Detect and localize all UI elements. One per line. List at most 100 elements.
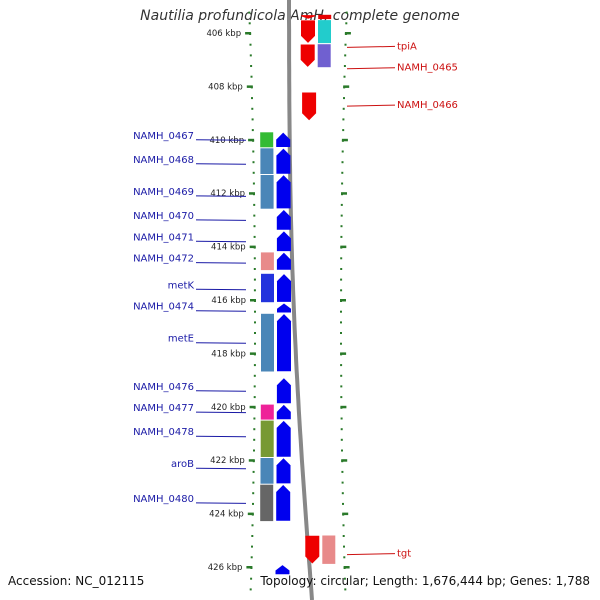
cog-bar <box>261 273 274 303</box>
minor-tick <box>250 65 253 67</box>
gene-forward-namh_0467[interactable] <box>276 132 291 147</box>
gene-forward-namh_0480[interactable] <box>276 485 291 521</box>
label-leader <box>346 553 396 556</box>
gene-label-namh_0466[interactable]: NAMH_0466 <box>397 100 458 111</box>
minor-tick <box>344 43 347 46</box>
minor-tick <box>254 321 256 324</box>
tick-label: 424 kbp <box>209 510 244 520</box>
backbone-arc <box>287 0 314 600</box>
minor-tick <box>251 545 253 548</box>
major-tick <box>248 459 255 462</box>
gene-label-tpia[interactable]: tpiA <box>397 41 417 52</box>
gene-forward-namh_0469[interactable] <box>276 175 291 209</box>
gene-forward-arob[interactable] <box>276 458 291 484</box>
minor-tick <box>342 118 345 121</box>
minor-tick <box>343 545 345 548</box>
gene-label-namh_0465[interactable]: NAMH_0465 <box>397 63 458 74</box>
gene-forward-namh_0468[interactable] <box>276 148 291 174</box>
minor-tick <box>253 203 256 206</box>
minor-tick <box>340 428 343 431</box>
label-leader <box>346 67 396 70</box>
gene-label-namh_0469[interactable]: NAMH_0469 <box>133 187 194 198</box>
minor-tick <box>343 75 346 78</box>
tick-layer: 406 kbp 408 kbp 410 kbp 412 kbp 414 kbp 416 k… <box>206 11 351 591</box>
minor-tick <box>340 385 343 388</box>
tick-label: 416 kbp <box>211 296 246 306</box>
minor-tick <box>343 65 346 67</box>
gene-forward-namh_0476[interactable] <box>276 378 291 404</box>
cog-bar <box>260 132 274 148</box>
minor-tick <box>340 364 343 367</box>
gene-label-tgt[interactable]: tgt <box>397 549 411 560</box>
minor-tick <box>340 289 343 292</box>
gene-forward-namh_0474[interactable] <box>277 303 291 313</box>
major-tick <box>249 192 255 195</box>
minor-tick <box>340 396 343 399</box>
minor-tick <box>341 150 344 153</box>
gene-forward-namh_0477[interactable] <box>276 404 291 420</box>
gene-label-namh_0480[interactable]: NAMH_0480 <box>133 494 194 505</box>
gene-forward-unnamed[interactable] <box>275 565 290 575</box>
gene-forward-namh_0470[interactable] <box>276 210 291 230</box>
minor-tick <box>252 470 255 473</box>
minor-tick <box>250 577 253 580</box>
gene-reverse-namh_0466[interactable] <box>302 92 317 121</box>
gene-forward-namh_0472[interactable] <box>276 252 291 270</box>
minor-tick <box>254 310 256 313</box>
gene-forward-metk[interactable] <box>277 274 291 302</box>
gene-reverse-unnamed[interactable] <box>301 15 316 19</box>
gene-label-namh_0472[interactable]: NAMH_0472 <box>133 254 194 265</box>
gene-label-namh_0467[interactable]: NAMH_0467 <box>133 131 194 142</box>
minor-tick <box>345 22 348 25</box>
major-tick <box>245 32 252 35</box>
gene-label-namh_0478[interactable]: NAMH_0478 <box>133 427 194 438</box>
minor-tick <box>252 161 255 164</box>
gene-label-namh_0476[interactable]: NAMH_0476 <box>133 382 194 393</box>
cog-bar <box>260 484 274 522</box>
minor-tick <box>340 268 343 270</box>
minor-tick <box>340 438 343 441</box>
gene-label-namh_0470[interactable]: NAMH_0470 <box>133 211 194 222</box>
minor-tick <box>253 235 256 238</box>
gene-forward-namh_0471[interactable] <box>276 231 291 252</box>
major-tick <box>250 299 256 302</box>
minor-tick <box>253 396 256 399</box>
gene-label-metk[interactable]: metK <box>168 280 195 291</box>
gene-reverse-tpia[interactable] <box>301 20 315 43</box>
minor-tick <box>341 481 344 484</box>
gene-label-namh_0471[interactable]: NAMH_0471 <box>133 232 194 243</box>
label-leader <box>346 104 396 107</box>
gene-label-namh_0477[interactable]: NAMH_0477 <box>133 403 194 414</box>
gene-label-mete[interactable]: metE <box>168 334 194 345</box>
major-tick <box>340 245 347 249</box>
gene-label-namh_0468[interactable]: NAMH_0468 <box>133 155 194 166</box>
label-leader <box>195 163 247 165</box>
major-tick <box>340 299 346 302</box>
minor-tick <box>343 577 346 580</box>
major-tick <box>341 138 348 142</box>
gene-reverse-namh_0465[interactable] <box>300 44 315 67</box>
major-tick <box>343 85 350 88</box>
major-tick <box>248 138 255 142</box>
minor-tick <box>340 417 343 420</box>
label-leader <box>195 262 247 264</box>
minor-tick <box>252 150 255 153</box>
minor-tick <box>343 97 345 100</box>
minor-tick <box>253 214 256 217</box>
gene-forward-namh_0478[interactable] <box>276 420 291 457</box>
minor-tick <box>340 225 343 228</box>
minor-tick <box>342 502 344 505</box>
minor-tick <box>249 588 252 591</box>
cog-bar <box>260 404 274 420</box>
minor-tick <box>251 97 253 100</box>
gene-reverse-tgt[interactable] <box>305 535 320 564</box>
major-tick <box>340 352 347 355</box>
label-leader <box>195 310 247 312</box>
gene-forward-mete[interactable] <box>277 314 291 372</box>
gene-label-namh_0474[interactable]: NAMH_0474 <box>133 302 194 313</box>
genome-summary-text: Topology: circular; Length: 1,676,444 bp… <box>260 574 590 588</box>
minor-tick <box>340 342 342 345</box>
tick-label: 418 kbp <box>211 349 246 359</box>
minor-tick <box>344 54 347 57</box>
gene-label-arob[interactable]: aroB <box>171 459 194 470</box>
